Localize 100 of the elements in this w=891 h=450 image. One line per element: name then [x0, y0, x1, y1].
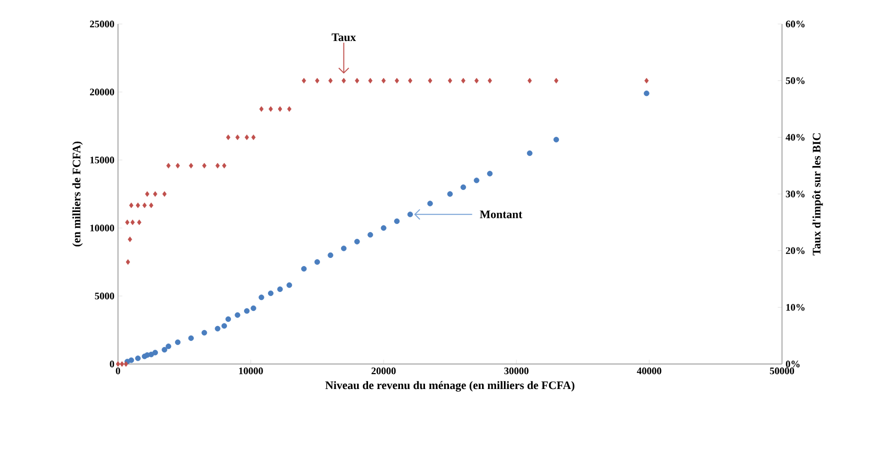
point: [408, 78, 412, 84]
point: [137, 220, 142, 226]
point: [277, 286, 283, 292]
point: [394, 218, 400, 224]
point: [162, 346, 168, 353]
point: [428, 78, 432, 84]
point: [447, 191, 453, 197]
y2-axis-title: Taux d'impôt sur les BIC: [812, 133, 823, 256]
y-tick-label: 10000: [90, 224, 114, 232]
point: [258, 294, 264, 300]
y-tick-label: 20000: [90, 88, 114, 96]
point: [166, 344, 172, 350]
point: [221, 323, 228, 329]
point: [153, 191, 158, 197]
point: [460, 184, 466, 190]
point: [354, 238, 360, 244]
point: [407, 212, 413, 218]
annotation: Taux: [332, 34, 356, 42]
y-tick-label: 15000: [90, 156, 114, 164]
y2-tick-label: 40%: [786, 134, 805, 141]
point: [126, 259, 130, 265]
point: [268, 290, 274, 296]
point: [461, 78, 466, 84]
point: [222, 162, 226, 168]
point: [487, 170, 493, 176]
point: [214, 326, 220, 332]
point: [302, 78, 306, 84]
point: [136, 202, 140, 208]
point: [488, 78, 492, 84]
point: [226, 134, 230, 140]
point: [128, 357, 134, 363]
point: [554, 78, 558, 84]
x-axis-title: Niveau de revenu du ménage (en milliers de FCFA): [325, 381, 574, 392]
point: [244, 308, 250, 314]
x-tick-label: 30000: [504, 368, 528, 374]
y2-tick-label: 10%: [786, 304, 805, 311]
point: [251, 134, 256, 140]
point: [394, 78, 400, 84]
point: [128, 236, 132, 242]
point: [381, 78, 386, 84]
point: [244, 134, 249, 140]
x-tick-label: 0: [116, 368, 120, 374]
y-axis-title: (en milliers de FCFA): [72, 142, 83, 246]
point: [166, 162, 171, 168]
point: [287, 106, 292, 112]
point: [342, 78, 346, 84]
point: [124, 361, 128, 367]
point: [188, 162, 194, 168]
point: [328, 78, 333, 84]
point: [380, 225, 386, 231]
y2-tick-label: 0%: [786, 360, 800, 368]
point: [188, 335, 194, 341]
point: [553, 136, 560, 142]
point: [250, 305, 256, 312]
point: [644, 90, 650, 96]
point: [149, 202, 154, 208]
x-tick-label: 50000: [770, 368, 794, 374]
point: [152, 350, 158, 356]
point: [278, 106, 282, 112]
point: [234, 312, 240, 318]
y2-tick-label: 20%: [786, 247, 805, 254]
point: [448, 78, 452, 84]
point: [314, 259, 320, 265]
y-tick-label: 5000: [94, 292, 114, 300]
point: [176, 162, 180, 168]
point: [235, 134, 240, 140]
y2-tick-label: 50%: [786, 77, 805, 84]
x-tick-label: 20000: [372, 368, 396, 374]
point: [286, 282, 292, 288]
x-tick-label: 40000: [636, 368, 662, 374]
point: [526, 150, 532, 156]
point: [125, 220, 130, 226]
point: [215, 162, 220, 168]
point: [340, 246, 347, 252]
point: [528, 78, 532, 84]
point: [120, 361, 124, 367]
point: [368, 232, 374, 238]
point: [202, 330, 208, 336]
point: [301, 266, 307, 272]
point: [427, 200, 433, 206]
point: [315, 78, 320, 84]
point: [145, 191, 150, 197]
point: [259, 106, 264, 112]
point: [474, 178, 480, 184]
y-tick-label: 25000: [90, 20, 114, 28]
point: [225, 316, 232, 322]
point: [142, 202, 147, 208]
y2-tick-label: 60%: [786, 20, 805, 28]
annotation: Montant: [480, 210, 522, 218]
point: [474, 78, 479, 84]
point: [368, 78, 372, 84]
point: [328, 252, 334, 258]
point: [129, 202, 134, 208]
point: [644, 78, 649, 84]
point: [268, 106, 273, 112]
point: [174, 339, 181, 346]
y2-tick-label: 30%: [786, 190, 805, 198]
point: [130, 220, 135, 226]
point: [354, 78, 360, 84]
point: [202, 162, 206, 168]
